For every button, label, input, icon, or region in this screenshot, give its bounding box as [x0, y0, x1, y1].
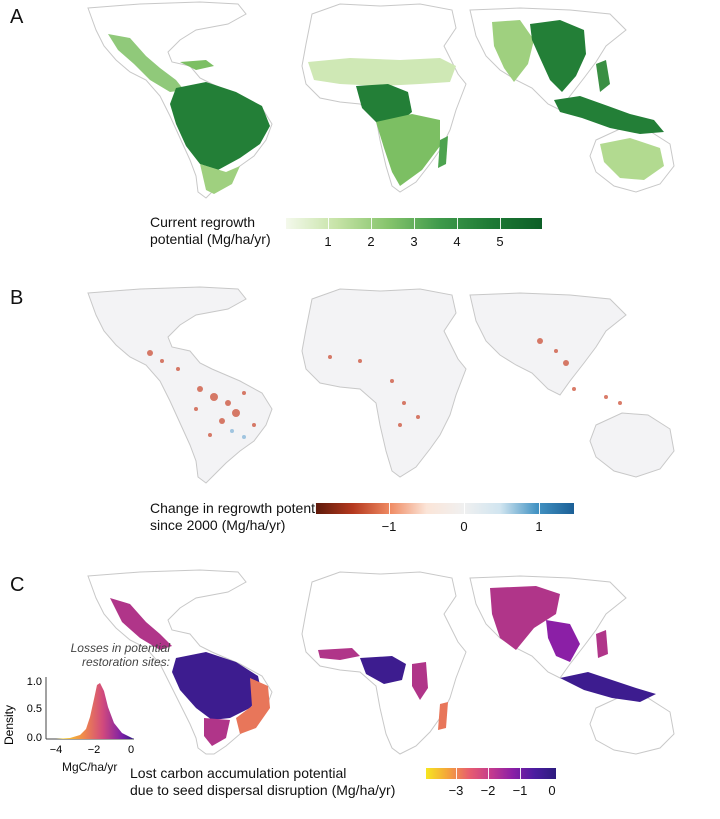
indonesia-regrowth: [554, 96, 664, 134]
inset-title-line1: Losses in potential: [70, 641, 170, 655]
inset-ytick-3: 0.0: [27, 732, 42, 744]
east-africa-loss: [412, 662, 428, 700]
map-panel-a: [87, 1, 675, 199]
colorbar-b-tick-1: [389, 503, 390, 514]
colorbar-c-ticklabel-2: −2: [480, 783, 496, 798]
colorbar-c-gradient: [426, 768, 556, 779]
inset-xtick-1: −4: [50, 744, 63, 755]
asia-outline: [469, 7, 627, 111]
americas-outline: [87, 1, 273, 199]
africa-outline: [301, 288, 467, 478]
south-america-south-loss: [204, 718, 230, 746]
mexico-central-america-regrowth: [108, 34, 184, 92]
inset-xtick-3: 0: [128, 744, 134, 755]
madagascar-loss: [438, 702, 448, 730]
colorbar-a-ticklabel-1: 1: [324, 234, 332, 249]
africa-outline: [301, 3, 467, 193]
southeast-asia-regrowth: [530, 20, 586, 92]
map-panel-b: [87, 286, 675, 484]
philippines-regrowth: [596, 60, 610, 92]
regrowth-gain-speckles: [230, 429, 246, 439]
colorbar-a-tick-2: [371, 218, 372, 229]
amazon-loss: [172, 652, 262, 720]
inset-density-histogram: [56, 683, 134, 739]
colorbar-b-label: Change in regrowth potential since 2000 …: [150, 500, 329, 534]
southeast-asia-loss: [546, 620, 580, 662]
southern-africa-regrowth: [376, 114, 440, 186]
mexico-loss: [110, 598, 172, 650]
colorbar-b-tick-3: [539, 503, 540, 514]
colorbar-a-tick-3: [414, 218, 415, 229]
colorbar-b-label-line2: since 2000 (Mg/ha/yr): [150, 517, 286, 533]
regrowth-loss-speckles: [147, 338, 622, 437]
colorbar-a-label: Current regrowth potential (Mg/ha/yr): [150, 214, 271, 248]
colorbar-c-tick-2: [488, 768, 489, 779]
colorbar-c-ticklabel-3: −1: [512, 783, 528, 798]
colorbar-a-tick-5: [500, 218, 501, 229]
colorbar-b-label-line1: Change in regrowth potential: [150, 500, 330, 516]
asia-outline: [469, 292, 627, 396]
inset-ytick-2: 0.5: [27, 703, 42, 715]
colorbar-c-ticklabel-1: −3: [448, 783, 464, 798]
inset-ylabel: Density: [2, 705, 16, 745]
amazon-regrowth: [170, 82, 270, 170]
caribbean-regrowth: [180, 60, 214, 70]
australia-outline: [589, 695, 675, 755]
philippines-loss: [596, 630, 608, 658]
americas-outline: [87, 286, 273, 484]
brazil-coast-loss: [236, 678, 270, 734]
colorbar-a-gradient: [286, 218, 542, 229]
map-panel-c: [87, 569, 675, 755]
inset-xlabel: MgC/ha/yr: [62, 760, 118, 774]
colorbar-a-ticklabel-5: 5: [496, 234, 504, 249]
colorbar-b-ticklabel-3: 1: [535, 519, 543, 534]
colorbar-a-label-line1: Current regrowth: [150, 214, 256, 230]
central-africa-regrowth: [356, 84, 412, 124]
colorbar-a-ticklabel-4: 4: [453, 234, 461, 249]
panel-letter-b: B: [10, 287, 24, 309]
colorbar-a-tick-4: [457, 218, 458, 229]
inset-title: Losses in potential restoration sites:: [30, 641, 170, 669]
south-america-south-regrowth: [200, 164, 240, 194]
colorbar-a-ticklabel-3: 3: [410, 234, 418, 249]
inset-title-line2: restoration sites:: [81, 655, 170, 669]
central-africa-loss: [360, 656, 406, 684]
panel-letter-a: A: [10, 6, 24, 28]
colorbar-c-ticklabel-4: 0: [548, 783, 556, 798]
madagascar-regrowth: [438, 136, 448, 168]
asia-outline: [469, 575, 627, 679]
west-africa-loss: [318, 648, 360, 660]
colorbar-c-tick-1: [456, 768, 457, 779]
colorbar-a-label-line2: potential (Mg/ha/yr): [150, 231, 271, 247]
colorbar-b-gradient: [316, 503, 574, 514]
inset-xtick-2: −2: [88, 744, 101, 755]
colorbar-b-ticklabel-2: 0: [460, 519, 468, 534]
india-regrowth: [492, 20, 534, 82]
colorbar-c-label-line2: due to seed dispersal disruption (Mg/ha/…: [130, 782, 396, 798]
colorbar-c-tick-3: [520, 768, 521, 779]
australia-outline: [589, 412, 675, 478]
sahel-regrowth: [308, 58, 456, 86]
colorbar-a-ticklabel-2: 2: [367, 234, 375, 249]
colorbar-b-ticklabel-1: −1: [381, 519, 397, 534]
colorbar-a-tick-1: [328, 218, 329, 229]
colorbar-b-tick-2: [464, 503, 465, 514]
inset-histogram: Density 1.0 0.5 0.0 −4 −2 0: [2, 676, 134, 755]
africa-outline: [301, 571, 467, 755]
inset-ytick-1: 1.0: [27, 676, 42, 688]
panel-letter-c: C: [10, 574, 25, 596]
colorbar-c-label: Lost carbon accumulation potential due t…: [130, 765, 395, 799]
australia-north-regrowth: [600, 138, 664, 180]
colorbar-c-label-line1: Lost carbon accumulation potential: [130, 765, 347, 781]
india-loss: [490, 586, 560, 650]
indonesia-loss: [560, 672, 656, 702]
